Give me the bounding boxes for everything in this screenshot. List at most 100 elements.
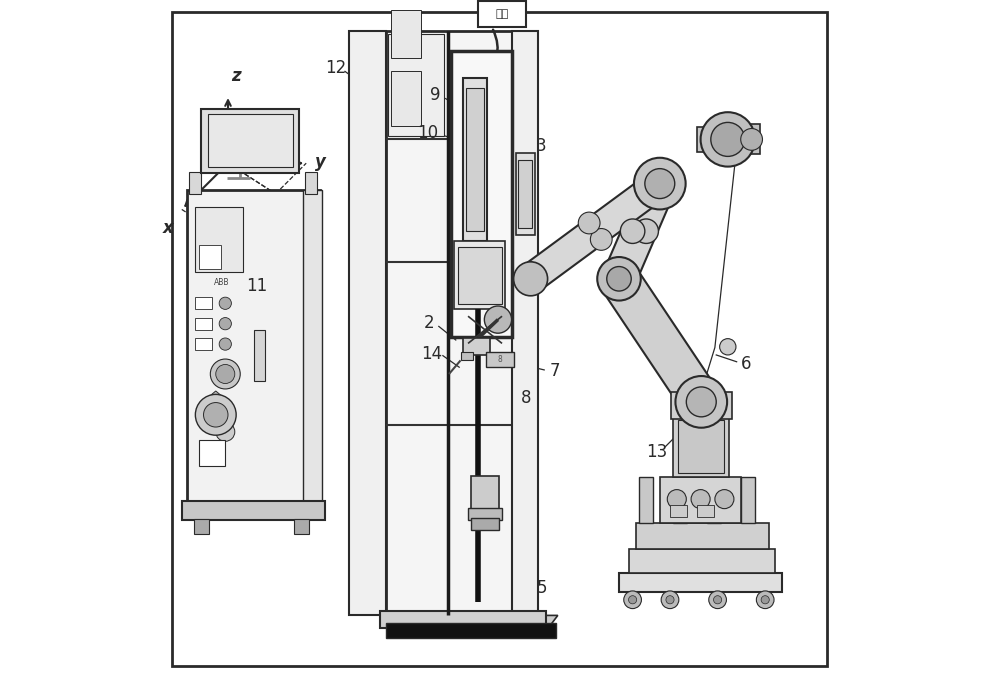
Circle shape	[514, 262, 548, 296]
Text: 12: 12	[325, 59, 346, 77]
Bar	[707, 477, 721, 523]
Circle shape	[715, 490, 734, 509]
Circle shape	[219, 338, 231, 350]
Bar	[305, 172, 317, 194]
Circle shape	[216, 422, 235, 441]
Circle shape	[634, 158, 686, 209]
Bar	[195, 207, 243, 272]
Polygon shape	[602, 267, 718, 413]
Circle shape	[484, 306, 512, 333]
Circle shape	[590, 228, 612, 250]
Text: 11: 11	[246, 277, 267, 294]
Bar	[471, 518, 499, 530]
Bar	[195, 297, 212, 309]
Bar	[187, 190, 320, 503]
Bar	[639, 477, 653, 523]
Circle shape	[667, 490, 686, 509]
Bar	[195, 338, 212, 350]
Text: 电源: 电源	[495, 10, 509, 19]
Polygon shape	[442, 615, 558, 638]
Bar	[391, 10, 421, 58]
Bar	[619, 573, 782, 592]
Circle shape	[210, 359, 240, 389]
Bar	[670, 505, 687, 517]
Bar	[512, 31, 538, 615]
Circle shape	[691, 490, 710, 509]
Text: 8: 8	[521, 389, 531, 407]
Bar	[349, 31, 386, 615]
Bar	[471, 476, 499, 510]
Bar	[199, 245, 221, 269]
Circle shape	[714, 596, 722, 604]
Text: 8: 8	[498, 355, 502, 364]
Bar	[728, 124, 760, 154]
Text: 14: 14	[421, 345, 443, 362]
Bar	[195, 318, 212, 330]
Bar	[454, 241, 505, 309]
Circle shape	[701, 112, 755, 167]
Bar	[391, 71, 421, 126]
Circle shape	[216, 364, 235, 384]
Circle shape	[686, 387, 716, 417]
Bar	[678, 420, 724, 473]
Bar	[254, 330, 265, 381]
Bar	[629, 549, 775, 573]
Circle shape	[597, 257, 641, 301]
Bar	[697, 127, 728, 152]
Text: 10: 10	[417, 124, 438, 141]
Circle shape	[620, 219, 645, 243]
Circle shape	[709, 591, 726, 609]
Bar	[516, 153, 535, 235]
Bar	[466, 88, 484, 231]
Bar	[636, 523, 769, 549]
Bar	[451, 51, 512, 337]
Circle shape	[219, 318, 231, 330]
Bar	[182, 501, 325, 520]
Circle shape	[741, 129, 762, 150]
Bar	[208, 114, 293, 167]
Polygon shape	[208, 391, 224, 405]
Circle shape	[634, 219, 658, 243]
Text: 3: 3	[535, 137, 546, 155]
Text: ABB: ABB	[214, 277, 230, 287]
Bar	[388, 34, 444, 136]
Circle shape	[756, 591, 774, 609]
Bar	[294, 519, 309, 534]
Bar	[199, 440, 225, 466]
Bar	[303, 190, 322, 503]
Circle shape	[204, 403, 228, 427]
Bar	[463, 78, 487, 241]
Circle shape	[629, 596, 637, 604]
Text: y: y	[315, 153, 326, 171]
Circle shape	[675, 376, 727, 428]
Text: z: z	[231, 67, 241, 85]
Bar	[458, 247, 502, 304]
Circle shape	[761, 596, 769, 604]
Text: 5: 5	[537, 579, 547, 597]
Polygon shape	[522, 171, 669, 291]
Text: 13: 13	[646, 443, 667, 461]
Bar	[201, 109, 299, 173]
Bar	[386, 31, 512, 615]
Circle shape	[219, 297, 231, 309]
Bar	[486, 352, 514, 367]
Text: 9: 9	[430, 86, 441, 104]
Circle shape	[195, 394, 236, 435]
Circle shape	[720, 339, 736, 355]
Bar	[673, 415, 729, 477]
Text: 6: 6	[741, 355, 751, 373]
Bar	[478, 1, 526, 27]
Text: 1: 1	[563, 253, 573, 271]
Bar	[697, 505, 714, 517]
Bar	[741, 477, 755, 523]
Text: 7: 7	[549, 362, 560, 379]
Circle shape	[666, 596, 674, 604]
Bar	[194, 519, 209, 534]
Circle shape	[645, 169, 675, 199]
Bar	[518, 160, 532, 228]
Bar	[673, 477, 687, 523]
Circle shape	[711, 122, 745, 156]
Polygon shape	[208, 405, 224, 418]
Text: 2: 2	[424, 314, 435, 332]
Polygon shape	[603, 177, 675, 286]
